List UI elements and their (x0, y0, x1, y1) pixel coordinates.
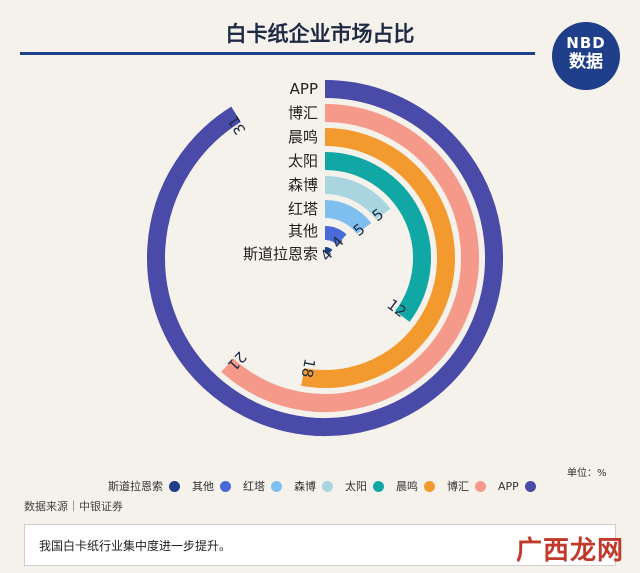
data-source: 数据来源｜中银证券 (24, 500, 123, 513)
legend-label: 博汇 (447, 480, 469, 493)
logo-text-bottom: 数据 (569, 52, 603, 72)
category-label-1: 博汇 (288, 104, 318, 122)
legend-item: 博汇 (447, 478, 486, 494)
category-label-4: 森博 (288, 176, 318, 194)
legend-swatch (271, 480, 282, 492)
legend-swatch (524, 480, 536, 492)
legend-label: 其他 (192, 480, 214, 493)
arc-5 (324, 200, 372, 235)
legend-swatch (220, 480, 231, 492)
legend-item: 其他 (192, 478, 231, 494)
category-label-3: 太阳 (288, 152, 318, 170)
unit-label: 单位：% (567, 468, 607, 479)
legend-label: 森博 (294, 480, 316, 493)
legend-item: 斯道拉恩索 (108, 478, 180, 494)
value-label-2: 18 (298, 357, 319, 379)
legend-label: 红塔 (243, 480, 265, 493)
arc-2 (301, 128, 455, 388)
title-underline (20, 52, 535, 55)
category-label-2: 晨鸣 (288, 128, 318, 146)
arc-6 (324, 226, 347, 246)
arc-7 (324, 247, 333, 255)
legend-label: 太阳 (345, 480, 367, 493)
legend-item: 红塔 (243, 478, 282, 494)
watermark-logo: 广西龙网 (516, 536, 625, 566)
category-label-7: 斯道拉恩索 (243, 245, 318, 263)
arc-0 (147, 80, 503, 436)
legend-swatch (322, 480, 333, 492)
legend: 斯道拉恩索 其他 红塔 森博 太阳 晨鸣 博汇 APP (108, 478, 536, 494)
category-label-0: APP (290, 80, 318, 98)
legend-swatch (424, 480, 435, 492)
legend-label: APP (498, 479, 519, 493)
note-box: 我国白卡纸行业集中度进一步提升。 (24, 524, 616, 566)
arcs-group (147, 80, 503, 436)
arc-4 (324, 176, 391, 220)
legend-item: 森博 (294, 478, 333, 494)
category-label-6: 其他 (288, 222, 318, 240)
chart-title: 白卡纸企业市场占比 (225, 22, 415, 46)
arc-3 (324, 152, 431, 322)
arc-1 (221, 104, 479, 412)
legend-item: 晨鸣 (396, 478, 435, 494)
category-label-5: 红塔 (288, 200, 318, 218)
legend-item: APP (498, 480, 536, 493)
legend-swatch (373, 480, 384, 492)
legend-label: 斯道拉恩索 (108, 480, 163, 493)
legend-label: 晨鸣 (396, 480, 418, 493)
legend-item: 太阳 (345, 478, 384, 494)
legend-swatch (475, 480, 486, 492)
legend-swatch (169, 480, 180, 492)
logo-text-top: NBD (566, 34, 606, 52)
note-text: 我国白卡纸行业集中度进一步提升。 (39, 539, 232, 553)
nbd-logo: NBD 数据 (552, 22, 620, 90)
